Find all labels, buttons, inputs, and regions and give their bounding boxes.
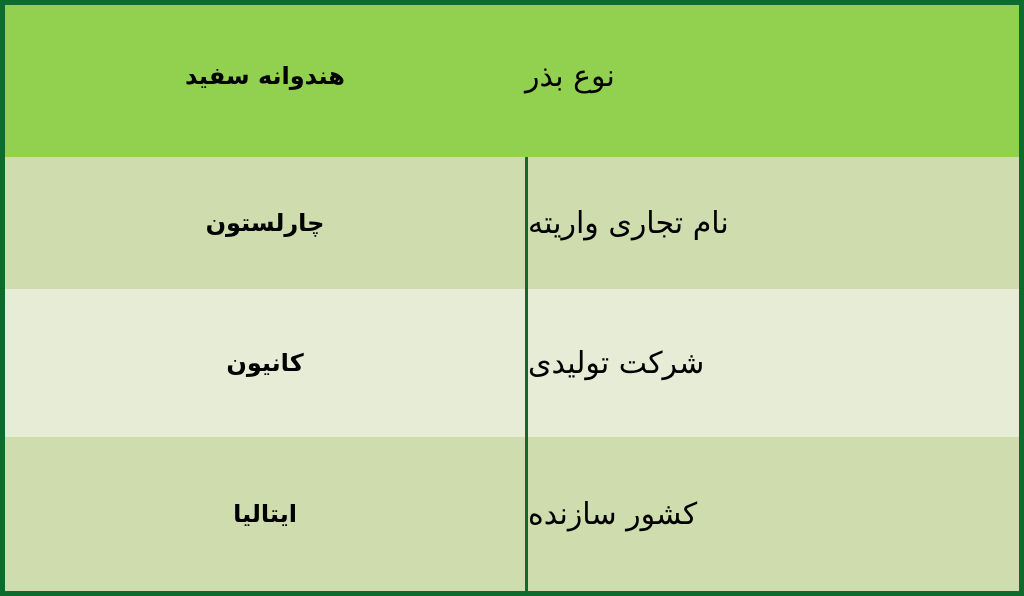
row-label: شرکت تولیدی — [525, 289, 1019, 437]
row-label: کشور سازنده — [525, 437, 1019, 591]
table-row: شرکت تولیدی کانیون — [5, 289, 1019, 440]
row-value: چارلستون — [205, 209, 325, 237]
row-value: ایتالیا — [233, 500, 297, 528]
row-value: کانیون — [226, 349, 304, 377]
header-label: نوع بذر — [525, 58, 615, 94]
table-row: نام تجاری واریته چارلستون — [5, 157, 1019, 292]
row-label: نام تجاری واریته — [525, 157, 1019, 289]
header-value: هندوانه سفید — [185, 62, 345, 90]
table-row: کشور سازنده ایتالیا — [5, 437, 1019, 591]
header-row: نوع بذر هندوانه سفید — [5, 5, 1019, 157]
